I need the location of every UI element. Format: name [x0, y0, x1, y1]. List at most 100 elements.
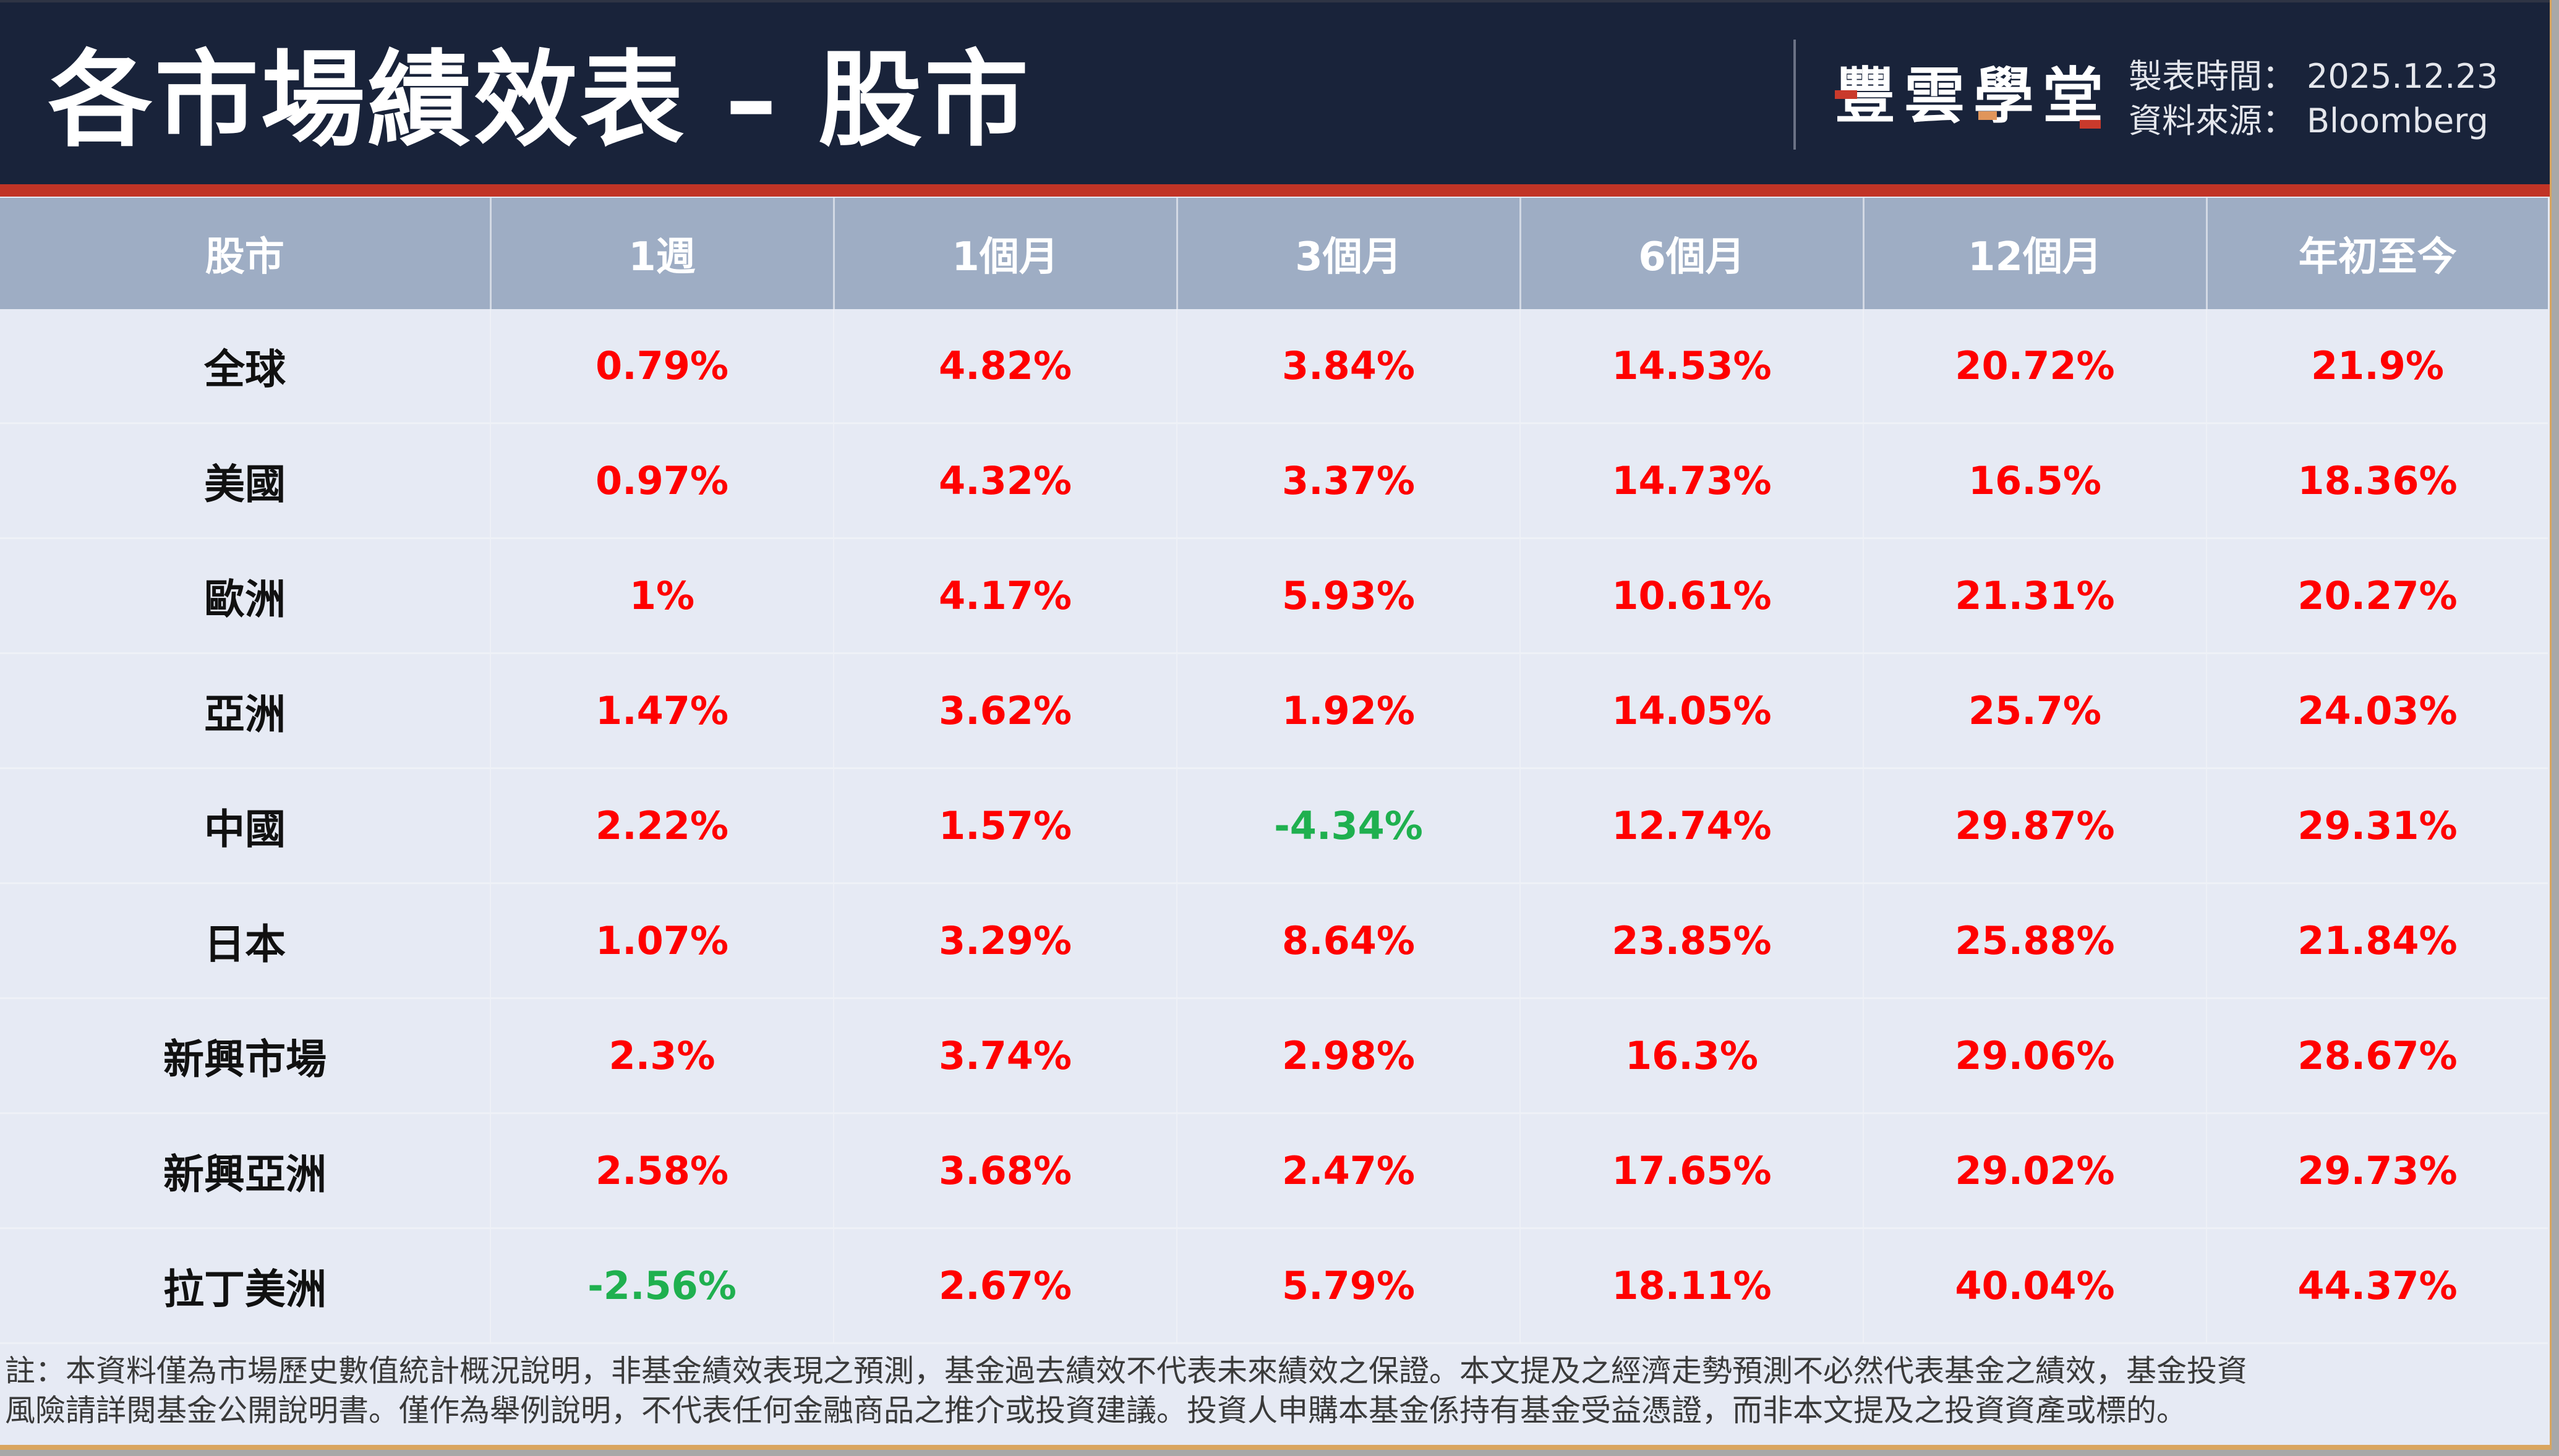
- return-value-cell: 2.58%: [490, 1113, 834, 1229]
- return-value-cell: 17.65%: [1520, 1113, 1864, 1229]
- market-name-cell: 歐洲: [0, 538, 491, 654]
- return-value-cell: 4.32%: [834, 423, 1177, 539]
- return-value-cell: 3.29%: [834, 883, 1177, 999]
- market-name-cell: 日本: [0, 883, 491, 999]
- return-value-cell: 29.06%: [1863, 998, 2207, 1114]
- return-value-cell: 21.9%: [2207, 309, 2548, 424]
- return-value-cell: 40.04%: [1863, 1228, 2207, 1344]
- header-banner: 各市場績效表 – 股市 豐 雲 學 堂 製表時間： 2025.12.23: [0, 0, 2550, 184]
- logo-char: 學: [1972, 59, 2035, 134]
- return-value-cell: 2.22%: [490, 768, 834, 884]
- return-value-cell: -4.34%: [1177, 768, 1521, 884]
- return-value-cell: 3.68%: [834, 1113, 1177, 1229]
- report-date-value: 2025.12.23: [2307, 57, 2498, 96]
- disclaimer-line-1: 註：本資料僅為市場歷史數值統計概況說明，非基金績效表現之預測，基金過去績效不代表…: [5, 1353, 2248, 1389]
- return-value-cell: 2.3%: [490, 998, 834, 1114]
- market-name-cell: 拉丁美洲: [0, 1228, 491, 1344]
- return-value-cell: 1%: [490, 538, 834, 654]
- column-header-1m: 1個月: [834, 198, 1178, 309]
- logo-char-text: 雲: [1903, 61, 1965, 132]
- data-source-value: Bloomberg: [2307, 101, 2489, 140]
- return-value-cell: 29.87%: [1863, 768, 2207, 884]
- table-row: 全球 0.79% 4.82% 3.84% 14.53% 20.72% 21.9%: [0, 309, 2548, 424]
- return-value-cell: 2.47%: [1177, 1113, 1521, 1229]
- data-source: 資料來源： Bloomberg: [2129, 99, 2498, 143]
- disclaimer-line-2: 風險請詳閱基金公開說明書。僅作為舉例說明，不代表任何金融商品之推介或投資建議。投…: [5, 1393, 2187, 1428]
- return-value-cell: 28.67%: [2207, 998, 2548, 1114]
- return-value-cell: 25.88%: [1863, 883, 2207, 999]
- header-divider: [1793, 40, 1796, 150]
- return-value-cell: 2.98%: [1177, 998, 1521, 1114]
- logo-accent-mark: [2080, 120, 2101, 129]
- market-name-cell: 美國: [0, 423, 491, 539]
- logo-accent-mark: [1835, 90, 1857, 99]
- return-value-cell: 24.03%: [2207, 653, 2548, 769]
- return-value-cell: 14.73%: [1520, 423, 1864, 539]
- return-value-cell: 16.5%: [1863, 423, 2207, 539]
- performance-table: 股市 1週 1個月 3個月 6個月 12個月 年初至今 全球 0.79% 4.82%…: [0, 198, 2548, 1344]
- column-header-ytd: 年初至今: [2207, 198, 2548, 309]
- return-value-cell: 25.7%: [1863, 653, 2207, 769]
- return-value-cell: -2.56%: [490, 1228, 834, 1344]
- report-date: 製表時間： 2025.12.23: [2129, 54, 2498, 99]
- return-value-cell: 12.74%: [1520, 768, 1864, 884]
- return-value-cell: 4.17%: [834, 538, 1177, 654]
- table-header-row: 股市 1週 1個月 3個月 6個月 12個月 年初至今: [0, 198, 2548, 309]
- logo-accent-mark: [1978, 111, 1997, 120]
- return-value-cell: 3.37%: [1177, 423, 1521, 539]
- return-value-cell: 3.84%: [1177, 309, 1521, 424]
- market-name-cell: 亞洲: [0, 653, 491, 769]
- market-name-cell: 中國: [0, 768, 491, 884]
- logo-char: 雲: [1903, 59, 1966, 134]
- logo-char-text: 學: [1973, 61, 2034, 132]
- column-header-6m: 6個月: [1520, 198, 1865, 309]
- table-row: 亞洲 1.47% 3.62% 1.92% 14.05% 25.7% 24.03%: [0, 653, 2548, 769]
- logo-char: 堂: [2041, 59, 2104, 134]
- table-row: 歐洲 1% 4.17% 5.93% 10.61% 21.31% 20.27%: [0, 538, 2548, 654]
- logo-char: 豐: [1834, 59, 1897, 134]
- report-date-label: 製表時間：: [2129, 57, 2296, 96]
- market-name-cell: 新興亞洲: [0, 1113, 491, 1229]
- return-value-cell: 0.97%: [490, 423, 834, 539]
- return-value-cell: 29.73%: [2207, 1113, 2548, 1229]
- market-name-cell: 全球: [0, 309, 491, 424]
- table-row: 拉丁美洲 -2.56% 2.67% 5.79% 18.11% 40.04% 44.37%: [0, 1228, 2548, 1344]
- return-value-cell: 16.3%: [1520, 998, 1864, 1114]
- table-row: 新興亞洲 2.58% 3.68% 2.47% 17.65% 29.02% 29.73%: [0, 1113, 2548, 1229]
- page-title: 各市場績效表 – 股市: [48, 40, 1031, 161]
- return-value-cell: 20.72%: [1863, 309, 2207, 424]
- return-value-cell: 44.37%: [2207, 1228, 2548, 1344]
- return-value-cell: 4.82%: [834, 309, 1177, 424]
- return-value-cell: 23.85%: [1520, 883, 1864, 999]
- return-value-cell: 5.79%: [1177, 1228, 1521, 1344]
- return-value-cell: 0.79%: [490, 309, 834, 424]
- return-value-cell: 1.92%: [1177, 653, 1521, 769]
- column-header-12m: 12個月: [1863, 198, 2208, 309]
- return-value-cell: 2.67%: [834, 1228, 1177, 1344]
- return-value-cell: 14.05%: [1520, 653, 1864, 769]
- return-value-cell: 21.84%: [2207, 883, 2548, 999]
- return-value-cell: 29.02%: [1863, 1113, 2207, 1229]
- brand-logo: 豐 雲 學 堂: [1834, 59, 2104, 134]
- disclaimer-footnote: 註：本資料僅為市場歷史數值統計概況說明，非基金績效表現之預測，基金過去績效不代表…: [5, 1352, 2547, 1431]
- return-value-cell: 20.27%: [2207, 538, 2548, 654]
- return-value-cell: 3.74%: [834, 998, 1177, 1114]
- column-header-market: 股市: [0, 198, 492, 309]
- return-value-cell: 5.93%: [1177, 538, 1521, 654]
- table-row: 美國 0.97% 4.32% 3.37% 14.73% 16.5% 18.36%: [0, 423, 2548, 539]
- return-value-cell: 14.53%: [1520, 309, 1864, 424]
- column-header-1w: 1週: [490, 198, 835, 309]
- return-value-cell: 1.47%: [490, 653, 834, 769]
- return-value-cell: 8.64%: [1177, 883, 1521, 999]
- return-value-cell: 1.07%: [490, 883, 834, 999]
- table-row: 中國 2.22% 1.57% -4.34% 12.74% 29.87% 29.31%: [0, 768, 2548, 884]
- return-value-cell: 29.31%: [2207, 768, 2548, 884]
- table-body: 全球 0.79% 4.82% 3.84% 14.53% 20.72% 21.9% 美國 0.97…: [0, 309, 2548, 1344]
- market-name-cell: 新興市場: [0, 998, 491, 1114]
- table-row: 日本 1.07% 3.29% 8.64% 23.85% 25.88% 21.84%: [0, 883, 2548, 999]
- header-accent-bar: [0, 184, 2550, 197]
- return-value-cell: 10.61%: [1520, 538, 1864, 654]
- return-value-cell: 3.62%: [834, 653, 1177, 769]
- report-meta: 製表時間： 2025.12.23 資料來源： Bloomberg: [2129, 54, 2498, 143]
